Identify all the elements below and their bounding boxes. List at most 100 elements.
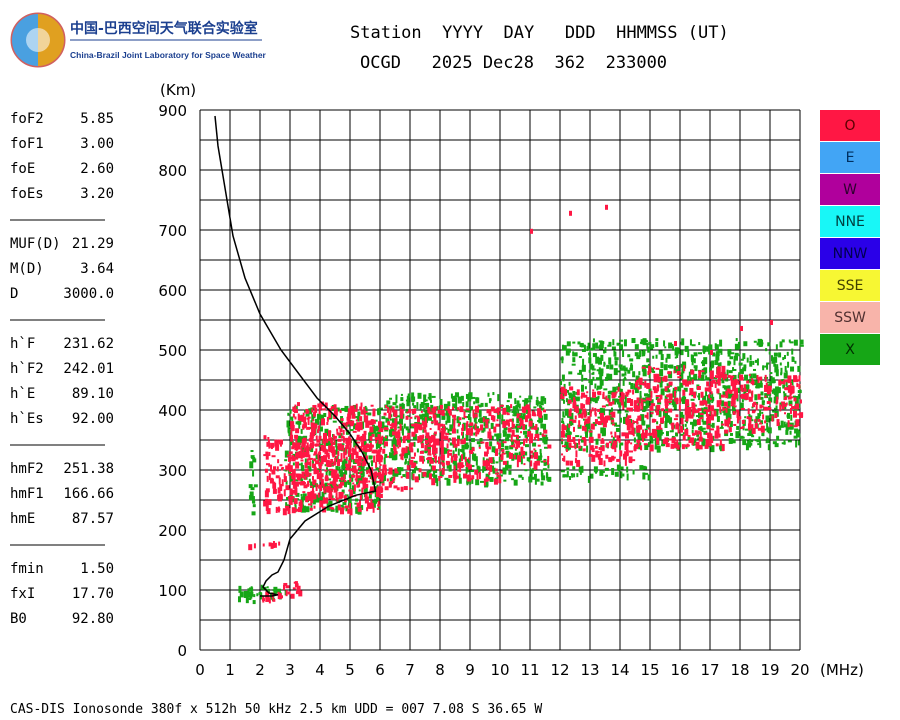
echo-point [655,395,660,398]
echo-point [693,419,698,426]
echo-point [315,435,318,441]
echo-point [586,445,589,453]
echo-point [523,401,526,409]
echo-point [389,397,393,400]
echo-point [297,507,302,513]
echo-point [753,340,757,343]
echo-point [455,397,458,403]
echo-point [434,447,438,454]
echo-point [761,411,764,414]
echo-point [497,442,501,449]
echo-point [342,502,347,506]
echo-point [572,466,576,470]
echo-point [419,414,424,420]
echo-point [693,395,696,399]
echo-point [488,411,492,417]
echo-point [599,344,604,350]
echo-point [422,471,427,477]
echo-point [349,482,352,489]
echo-point [733,405,737,408]
echo-point [368,444,373,452]
echo-point [537,408,542,412]
echo-point [523,438,526,446]
echo-point [352,482,355,485]
x-tick-label: 7 [405,661,415,679]
echo-point [751,410,755,414]
echo-point [614,471,619,477]
echo-point [611,346,616,350]
echo-point [546,459,549,465]
echo-point [510,434,513,442]
echo-point [413,460,418,464]
echo-point [395,442,398,445]
echo-point [513,443,516,448]
x-tick-label: 3 [285,661,295,679]
echo-point [458,473,461,480]
echo-point [582,404,586,409]
y-tick-label: 800 [158,162,187,180]
echo-point [588,430,593,433]
echo-point [277,506,280,513]
echo-point [582,448,586,452]
echo-point [772,441,777,445]
echo-point [728,361,732,365]
echo-point [335,508,340,511]
echo-point [239,591,244,598]
echo-point [689,377,694,382]
echo-point [647,442,650,448]
echo-point [488,435,492,440]
echo-point [428,393,432,397]
echo-point [581,365,585,371]
echo-point [537,401,542,405]
echo-point [352,448,355,456]
echo-point [584,421,587,426]
echo-point [682,389,686,396]
echo-point [251,511,256,516]
echo-point [597,450,600,453]
param-label: foF2 [10,111,44,127]
echo-point [330,486,334,489]
echo-point [742,353,746,360]
echo-point [758,439,761,445]
echo-point [733,355,738,361]
echo-point [360,468,365,471]
echo-point [297,413,300,421]
echo-point [641,435,644,442]
echo-point [511,478,515,481]
echo-point [441,462,445,467]
echo-point [354,502,359,505]
echo-point [707,397,710,400]
echo-point [562,345,567,351]
echo-point [447,466,451,469]
echo-point [295,591,299,595]
echo-point [484,421,489,429]
echo-point [776,436,779,440]
echo-point [794,360,797,364]
echo-point [278,541,281,546]
echo-point [376,472,380,476]
echo-point [307,465,312,472]
echo-point [258,591,262,595]
echo-point [793,395,797,398]
echo-point [687,350,690,358]
echo-point [435,413,440,418]
echo-point [567,435,572,443]
echo-point [337,438,342,442]
echo-point [603,350,606,354]
echo-point [770,320,773,325]
echo-point [307,410,310,414]
echo-point [388,405,393,411]
echo-point [511,421,514,429]
echo-point [644,393,649,397]
echo-point [291,496,295,503]
echo-point [582,408,587,415]
echo-point [622,365,626,369]
echo-point [347,450,350,457]
echo-point [666,385,670,388]
echo-point [472,409,475,417]
logo-globe-half-icon-2 [12,14,38,66]
echo-point [423,421,428,428]
echo-point [577,408,582,416]
echo-point [509,418,513,422]
echo-point [723,408,727,416]
